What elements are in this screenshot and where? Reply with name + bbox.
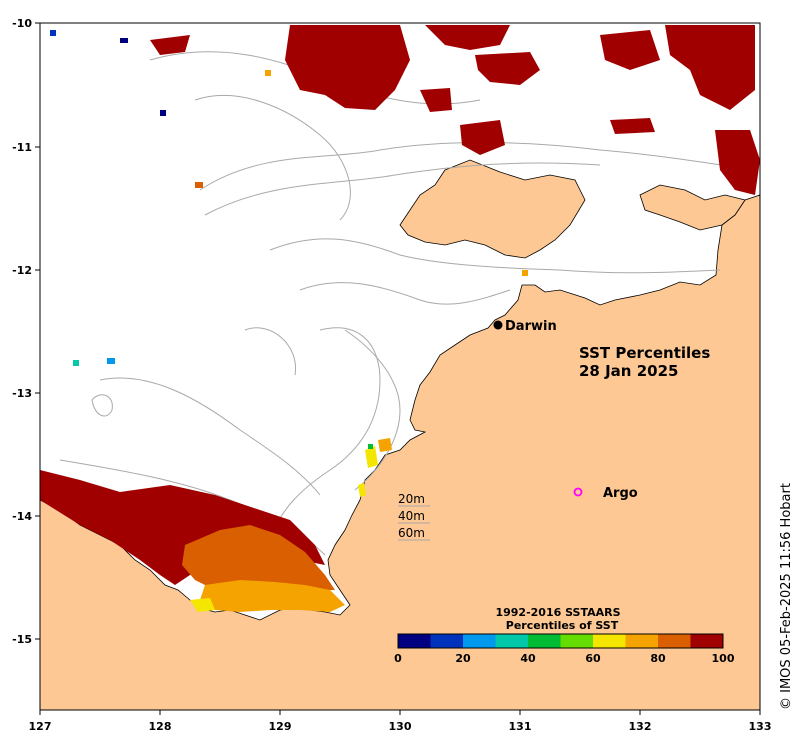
colorbar-tick: 20 [455, 652, 471, 665]
credit-text: © IMOS 05-Feb-2025 11:56 Hobart [779, 483, 794, 710]
sst-percentile-patches [40, 25, 760, 612]
x-tick-label: 128 [149, 720, 172, 733]
colorbar: 1992-2016 SSTAARS Percentiles of SST 0 2… [394, 606, 735, 665]
colorbar-swatch [495, 634, 529, 648]
colorbar-tick: 80 [650, 652, 666, 665]
darwin-label: Darwin [505, 319, 557, 334]
colorbar-swatch [690, 634, 724, 648]
colorbar-swatch [528, 634, 561, 648]
y-tick-label: -14 [12, 510, 32, 523]
y-tick-label: -15 [12, 633, 32, 646]
colorbar-swatches [398, 634, 724, 648]
land-tiwi-islands [399, 159, 586, 259]
y-tick-label: -12 [12, 264, 32, 277]
x-tick-label: 132 [629, 720, 652, 733]
colorbar-swatch [430, 634, 464, 648]
colorbar-tick: 40 [520, 652, 536, 665]
argo-label: Argo [603, 486, 638, 501]
depth-legend-item: 20m [398, 492, 425, 506]
colorbar-swatch [625, 634, 659, 648]
x-tick-label: 127 [29, 720, 52, 733]
y-tick-label: -10 [12, 17, 32, 30]
colorbar-subtitle: Percentiles of SST [506, 619, 619, 632]
map-title: SST Percentiles [579, 344, 710, 362]
y-tick-label: -11 [12, 141, 32, 154]
colorbar-title: 1992-2016 SSTAARS [495, 606, 620, 619]
y-tick-label: -13 [12, 387, 32, 400]
depth-legend: 20m 40m 60m [398, 492, 430, 541]
x-tick-label: 130 [389, 720, 412, 733]
colorbar-swatch [560, 634, 594, 648]
colorbar-swatch [398, 634, 431, 648]
argo-marker-icon [573, 487, 583, 497]
x-axis: 127 128 129 130 131 132 133 [29, 710, 772, 733]
depth-legend-item: 60m [398, 526, 425, 540]
colorbar-swatch [593, 634, 626, 648]
map-date: 28 Jan 2025 [579, 362, 678, 380]
x-tick-label: 129 [269, 720, 292, 733]
depth-legend-item: 40m [398, 509, 425, 523]
land-mainland [39, 194, 761, 711]
x-tick-label: 131 [509, 720, 532, 733]
colorbar-tick: 60 [585, 652, 601, 665]
x-tick-label: 133 [749, 720, 772, 733]
colorbar-swatch [463, 634, 496, 648]
darwin-marker-icon [493, 320, 503, 330]
y-axis: -10 -11 -12 -13 -14 -15 [12, 17, 40, 646]
colorbar-swatch [658, 634, 691, 648]
colorbar-tick: 0 [394, 652, 402, 665]
land-arnhem-north [639, 184, 746, 231]
colorbar-tick: 100 [712, 652, 735, 665]
